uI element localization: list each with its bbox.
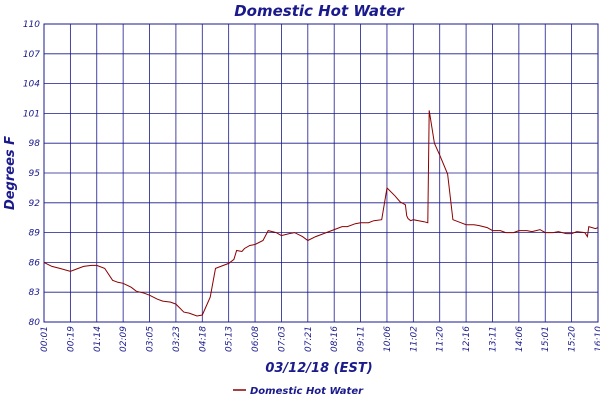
- y-tick-label: 110: [23, 20, 40, 30]
- x-tick-label: 00:19: [66, 326, 76, 352]
- x-tick-label: 07:21: [304, 326, 314, 352]
- y-tick-label: 89: [29, 229, 41, 239]
- x-tick-label: 15:01: [541, 326, 551, 352]
- x-tick-label: 00:01: [40, 326, 50, 352]
- legend-label-domestic-hot-water: Domestic Hot Water: [250, 386, 364, 397]
- chart-title: Domestic Hot Water: [234, 2, 405, 20]
- y-tick-label: 98: [29, 139, 41, 149]
- y-tick-label: 95: [29, 169, 41, 179]
- x-tick-label: 04:18: [198, 326, 208, 352]
- plot-area-frame: [43, 23, 599, 323]
- x-tick-label: 07:03: [277, 326, 287, 352]
- x-tick-label: 11:20: [436, 326, 446, 352]
- chart-legend: Domestic Hot Water: [233, 386, 364, 397]
- x-tick-label: 08:16: [330, 326, 340, 352]
- x-axis-label: 03/12/18 (EST): [265, 361, 372, 376]
- x-tick-label: 03:23: [172, 326, 182, 352]
- chart-grid: [43, 23, 599, 323]
- x-tick-label: 12:16: [462, 326, 472, 352]
- x-tick-label: 03:05: [146, 326, 156, 352]
- x-tick-label: 16:10: [594, 326, 600, 352]
- y-tick-label: 80: [29, 318, 41, 328]
- x-tick-label: 14:06: [515, 326, 525, 352]
- y-tick-label: 92: [29, 199, 41, 209]
- y-tick-label: 104: [23, 80, 40, 90]
- y-axis-label: Degrees F: [3, 136, 18, 210]
- x-tick-label: 01:14: [93, 326, 103, 352]
- y-tick-label: 86: [29, 258, 41, 268]
- series-line-domestic-hot-water: [43, 110, 599, 317]
- y-tick-label: 83: [29, 288, 41, 298]
- x-tick-label: 09:11: [357, 326, 367, 352]
- x-tick-label: 05:13: [225, 326, 235, 352]
- x-tick-label: 11:02: [409, 326, 419, 352]
- x-tick-label: 10:06: [383, 326, 393, 352]
- y-tick-label: 107: [23, 50, 40, 60]
- x-tick-label: 02:09: [119, 326, 129, 352]
- x-tick-label: 06:08: [251, 326, 261, 352]
- y-tick-label: 101: [23, 109, 40, 119]
- x-tick-label: 15:20: [568, 326, 578, 352]
- x-axis-ticks: 00:01 00:19 01:14 02:09 03:05 03:23 04:18 05:13…: [40, 326, 600, 352]
- x-tick-label: 13:11: [488, 326, 498, 352]
- y-axis-ticks: 80 83 86 89 92 95 98 101 104 107 110: [23, 20, 40, 328]
